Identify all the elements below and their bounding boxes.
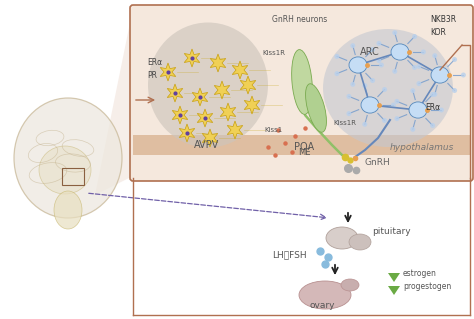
Text: progestogen: progestogen bbox=[403, 282, 451, 291]
Ellipse shape bbox=[54, 191, 82, 229]
Text: POA: POA bbox=[294, 142, 314, 152]
Ellipse shape bbox=[335, 71, 339, 76]
Text: AVPV: AVPV bbox=[194, 140, 219, 150]
Ellipse shape bbox=[361, 97, 379, 113]
Text: ARC: ARC bbox=[360, 47, 380, 57]
Bar bbox=[133, 135, 470, 155]
Text: LH，FSH: LH，FSH bbox=[272, 250, 307, 259]
Ellipse shape bbox=[362, 83, 367, 88]
Ellipse shape bbox=[376, 58, 382, 63]
Polygon shape bbox=[197, 109, 213, 127]
Ellipse shape bbox=[299, 281, 351, 309]
Polygon shape bbox=[244, 96, 260, 114]
Ellipse shape bbox=[376, 41, 382, 46]
Polygon shape bbox=[167, 84, 183, 102]
Ellipse shape bbox=[346, 94, 351, 99]
Polygon shape bbox=[202, 129, 218, 147]
Ellipse shape bbox=[349, 57, 367, 73]
Text: hypothalamus: hypothalamus bbox=[390, 143, 455, 152]
Ellipse shape bbox=[421, 49, 426, 55]
Polygon shape bbox=[210, 54, 226, 72]
Text: pituitary: pituitary bbox=[372, 227, 410, 236]
Ellipse shape bbox=[412, 34, 417, 39]
Ellipse shape bbox=[392, 69, 397, 74]
Ellipse shape bbox=[148, 23, 268, 147]
Ellipse shape bbox=[394, 99, 400, 104]
Ellipse shape bbox=[382, 118, 387, 123]
Ellipse shape bbox=[349, 234, 371, 250]
Ellipse shape bbox=[14, 98, 122, 218]
Polygon shape bbox=[179, 124, 195, 142]
Text: GnRH neurons: GnRH neurons bbox=[272, 15, 327, 24]
Ellipse shape bbox=[410, 88, 415, 93]
Text: Kiss1: Kiss1 bbox=[264, 127, 282, 133]
Ellipse shape bbox=[341, 279, 359, 291]
Polygon shape bbox=[220, 103, 236, 121]
Polygon shape bbox=[388, 286, 400, 295]
Ellipse shape bbox=[350, 43, 356, 48]
Polygon shape bbox=[227, 121, 243, 139]
Polygon shape bbox=[388, 273, 400, 282]
Text: Kiss1R: Kiss1R bbox=[262, 50, 285, 56]
Ellipse shape bbox=[452, 57, 457, 62]
Polygon shape bbox=[95, 8, 470, 195]
Ellipse shape bbox=[306, 84, 327, 132]
Polygon shape bbox=[172, 106, 188, 124]
Text: estrogen: estrogen bbox=[403, 269, 437, 278]
Text: PR: PR bbox=[147, 71, 157, 80]
Ellipse shape bbox=[410, 127, 415, 132]
Text: Kiss1R: Kiss1R bbox=[333, 120, 356, 126]
Ellipse shape bbox=[432, 53, 438, 58]
Ellipse shape bbox=[326, 227, 358, 249]
Ellipse shape bbox=[394, 116, 400, 121]
Text: GnRH: GnRH bbox=[365, 158, 391, 167]
Polygon shape bbox=[232, 61, 248, 79]
Ellipse shape bbox=[391, 44, 409, 60]
Ellipse shape bbox=[452, 88, 457, 93]
Polygon shape bbox=[214, 81, 230, 99]
Text: NKB3R: NKB3R bbox=[430, 15, 456, 24]
Ellipse shape bbox=[350, 82, 356, 87]
Ellipse shape bbox=[432, 92, 438, 97]
Text: ME: ME bbox=[298, 148, 310, 157]
Ellipse shape bbox=[370, 47, 375, 52]
Bar bbox=[62, 168, 84, 185]
Text: ERα: ERα bbox=[147, 58, 162, 67]
Ellipse shape bbox=[409, 102, 427, 118]
Text: KOR: KOR bbox=[430, 28, 446, 37]
Ellipse shape bbox=[439, 108, 444, 113]
Ellipse shape bbox=[430, 123, 435, 128]
Polygon shape bbox=[192, 88, 208, 106]
Ellipse shape bbox=[417, 81, 421, 86]
Polygon shape bbox=[160, 63, 176, 81]
Ellipse shape bbox=[431, 67, 449, 83]
Ellipse shape bbox=[335, 54, 339, 59]
Ellipse shape bbox=[461, 72, 466, 78]
Polygon shape bbox=[184, 49, 200, 67]
Ellipse shape bbox=[391, 102, 396, 108]
Ellipse shape bbox=[39, 146, 91, 194]
Ellipse shape bbox=[346, 111, 351, 116]
Ellipse shape bbox=[362, 122, 367, 127]
Ellipse shape bbox=[323, 29, 453, 147]
Ellipse shape bbox=[417, 64, 421, 69]
Ellipse shape bbox=[392, 30, 397, 35]
Ellipse shape bbox=[430, 92, 435, 97]
Ellipse shape bbox=[370, 78, 375, 83]
Ellipse shape bbox=[292, 50, 312, 115]
Text: ovary: ovary bbox=[310, 301, 336, 310]
Polygon shape bbox=[240, 76, 256, 94]
Text: ERα: ERα bbox=[425, 103, 440, 112]
FancyBboxPatch shape bbox=[130, 5, 473, 181]
Ellipse shape bbox=[379, 63, 384, 68]
Ellipse shape bbox=[412, 65, 417, 70]
Ellipse shape bbox=[382, 87, 387, 92]
